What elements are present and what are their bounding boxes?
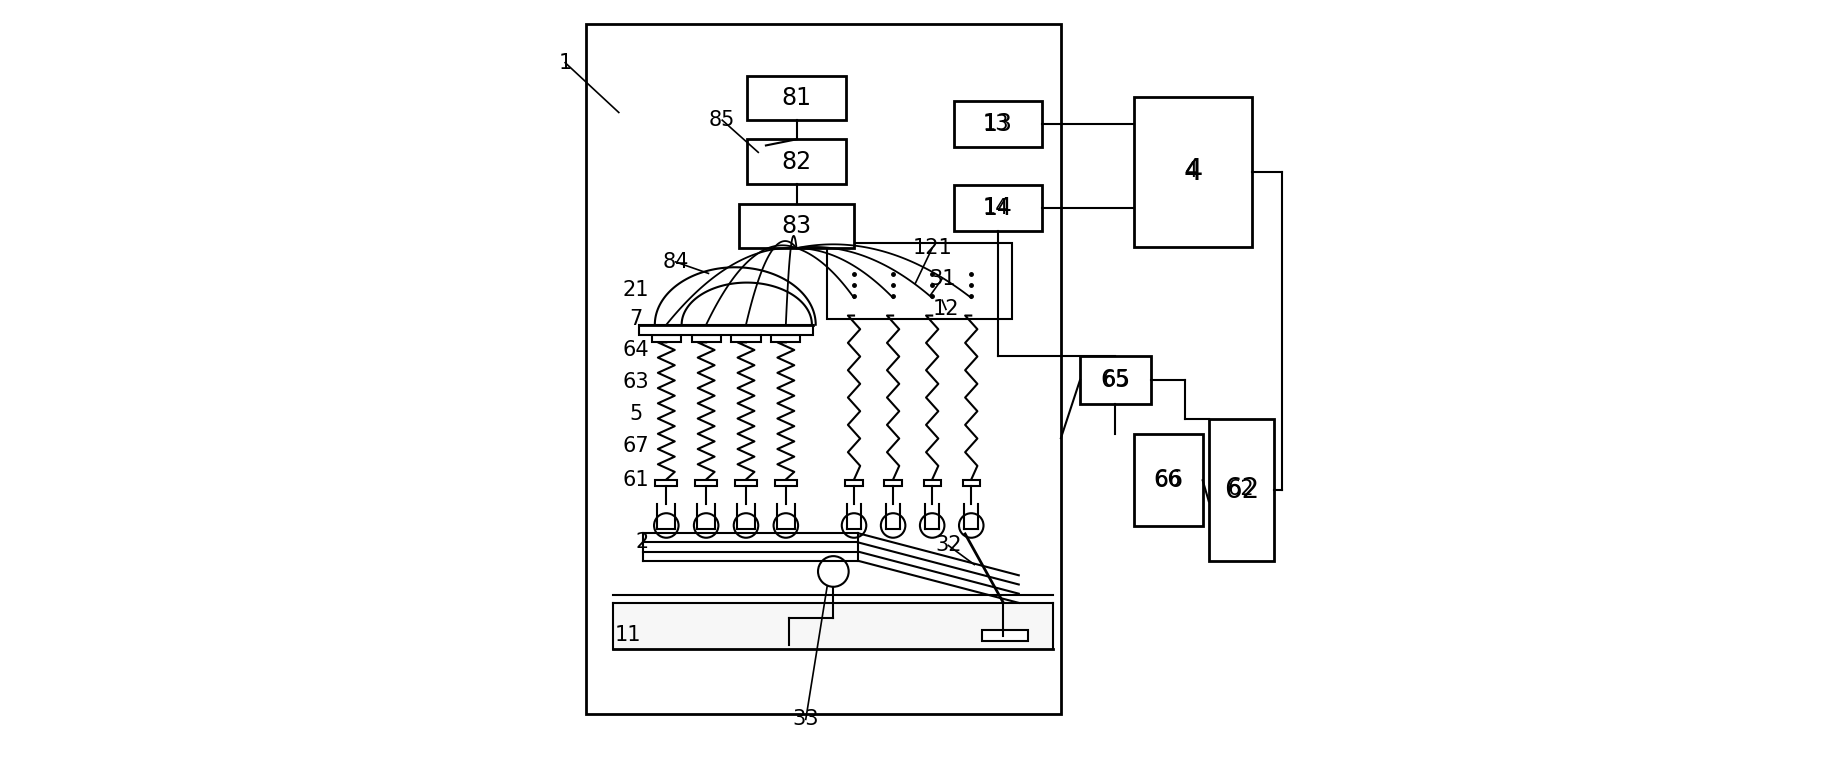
- Text: 5: 5: [629, 404, 642, 424]
- Text: 13: 13: [983, 114, 1010, 134]
- FancyBboxPatch shape: [656, 480, 676, 486]
- Text: 85: 85: [709, 110, 735, 130]
- Text: 2: 2: [634, 531, 649, 551]
- FancyBboxPatch shape: [775, 480, 797, 486]
- FancyBboxPatch shape: [882, 308, 904, 315]
- FancyBboxPatch shape: [828, 243, 1012, 319]
- FancyBboxPatch shape: [747, 139, 846, 184]
- Text: 32: 32: [935, 535, 961, 555]
- Text: 65: 65: [1101, 370, 1128, 390]
- Text: 4: 4: [1185, 161, 1198, 181]
- Text: 82: 82: [782, 149, 811, 174]
- FancyBboxPatch shape: [695, 480, 716, 486]
- FancyBboxPatch shape: [653, 335, 680, 342]
- Text: 33: 33: [793, 709, 819, 729]
- FancyBboxPatch shape: [731, 335, 760, 342]
- FancyBboxPatch shape: [953, 101, 1041, 147]
- FancyBboxPatch shape: [1134, 434, 1203, 526]
- FancyBboxPatch shape: [735, 480, 757, 486]
- Text: 81: 81: [782, 86, 811, 110]
- Text: 62: 62: [1227, 480, 1254, 500]
- FancyBboxPatch shape: [1079, 356, 1150, 404]
- Text: 4: 4: [1183, 158, 1203, 186]
- Text: 67: 67: [622, 436, 649, 456]
- Text: 121: 121: [912, 238, 952, 258]
- Text: 63: 63: [622, 372, 649, 392]
- Text: 84: 84: [662, 252, 689, 272]
- FancyBboxPatch shape: [924, 480, 941, 486]
- FancyBboxPatch shape: [771, 335, 800, 342]
- FancyBboxPatch shape: [1134, 97, 1252, 247]
- FancyBboxPatch shape: [921, 308, 944, 315]
- FancyBboxPatch shape: [959, 308, 983, 315]
- Text: 66: 66: [1154, 468, 1183, 492]
- Text: 64: 64: [622, 340, 649, 360]
- Text: 61: 61: [622, 470, 649, 490]
- FancyBboxPatch shape: [585, 25, 1061, 714]
- FancyBboxPatch shape: [640, 325, 813, 335]
- FancyBboxPatch shape: [953, 185, 1041, 231]
- Text: 66: 66: [1154, 471, 1181, 491]
- FancyBboxPatch shape: [691, 335, 720, 342]
- Text: 21: 21: [622, 280, 649, 300]
- FancyBboxPatch shape: [842, 308, 866, 315]
- Text: 14: 14: [983, 196, 1012, 220]
- Text: 31: 31: [930, 268, 955, 289]
- Text: 65: 65: [1101, 368, 1130, 392]
- FancyBboxPatch shape: [1209, 419, 1274, 561]
- Text: 1: 1: [558, 53, 572, 73]
- Text: 12: 12: [933, 299, 959, 319]
- Text: 11: 11: [614, 625, 642, 645]
- FancyBboxPatch shape: [831, 298, 1008, 308]
- Text: 62: 62: [1223, 476, 1260, 504]
- Text: 7: 7: [629, 309, 642, 329]
- Text: 83: 83: [782, 214, 811, 238]
- FancyBboxPatch shape: [884, 480, 902, 486]
- Text: 14: 14: [983, 198, 1010, 218]
- FancyBboxPatch shape: [983, 630, 1028, 641]
- FancyBboxPatch shape: [747, 75, 846, 120]
- FancyBboxPatch shape: [846, 480, 862, 486]
- FancyBboxPatch shape: [738, 204, 853, 248]
- FancyBboxPatch shape: [963, 480, 981, 486]
- Text: 13: 13: [983, 112, 1012, 136]
